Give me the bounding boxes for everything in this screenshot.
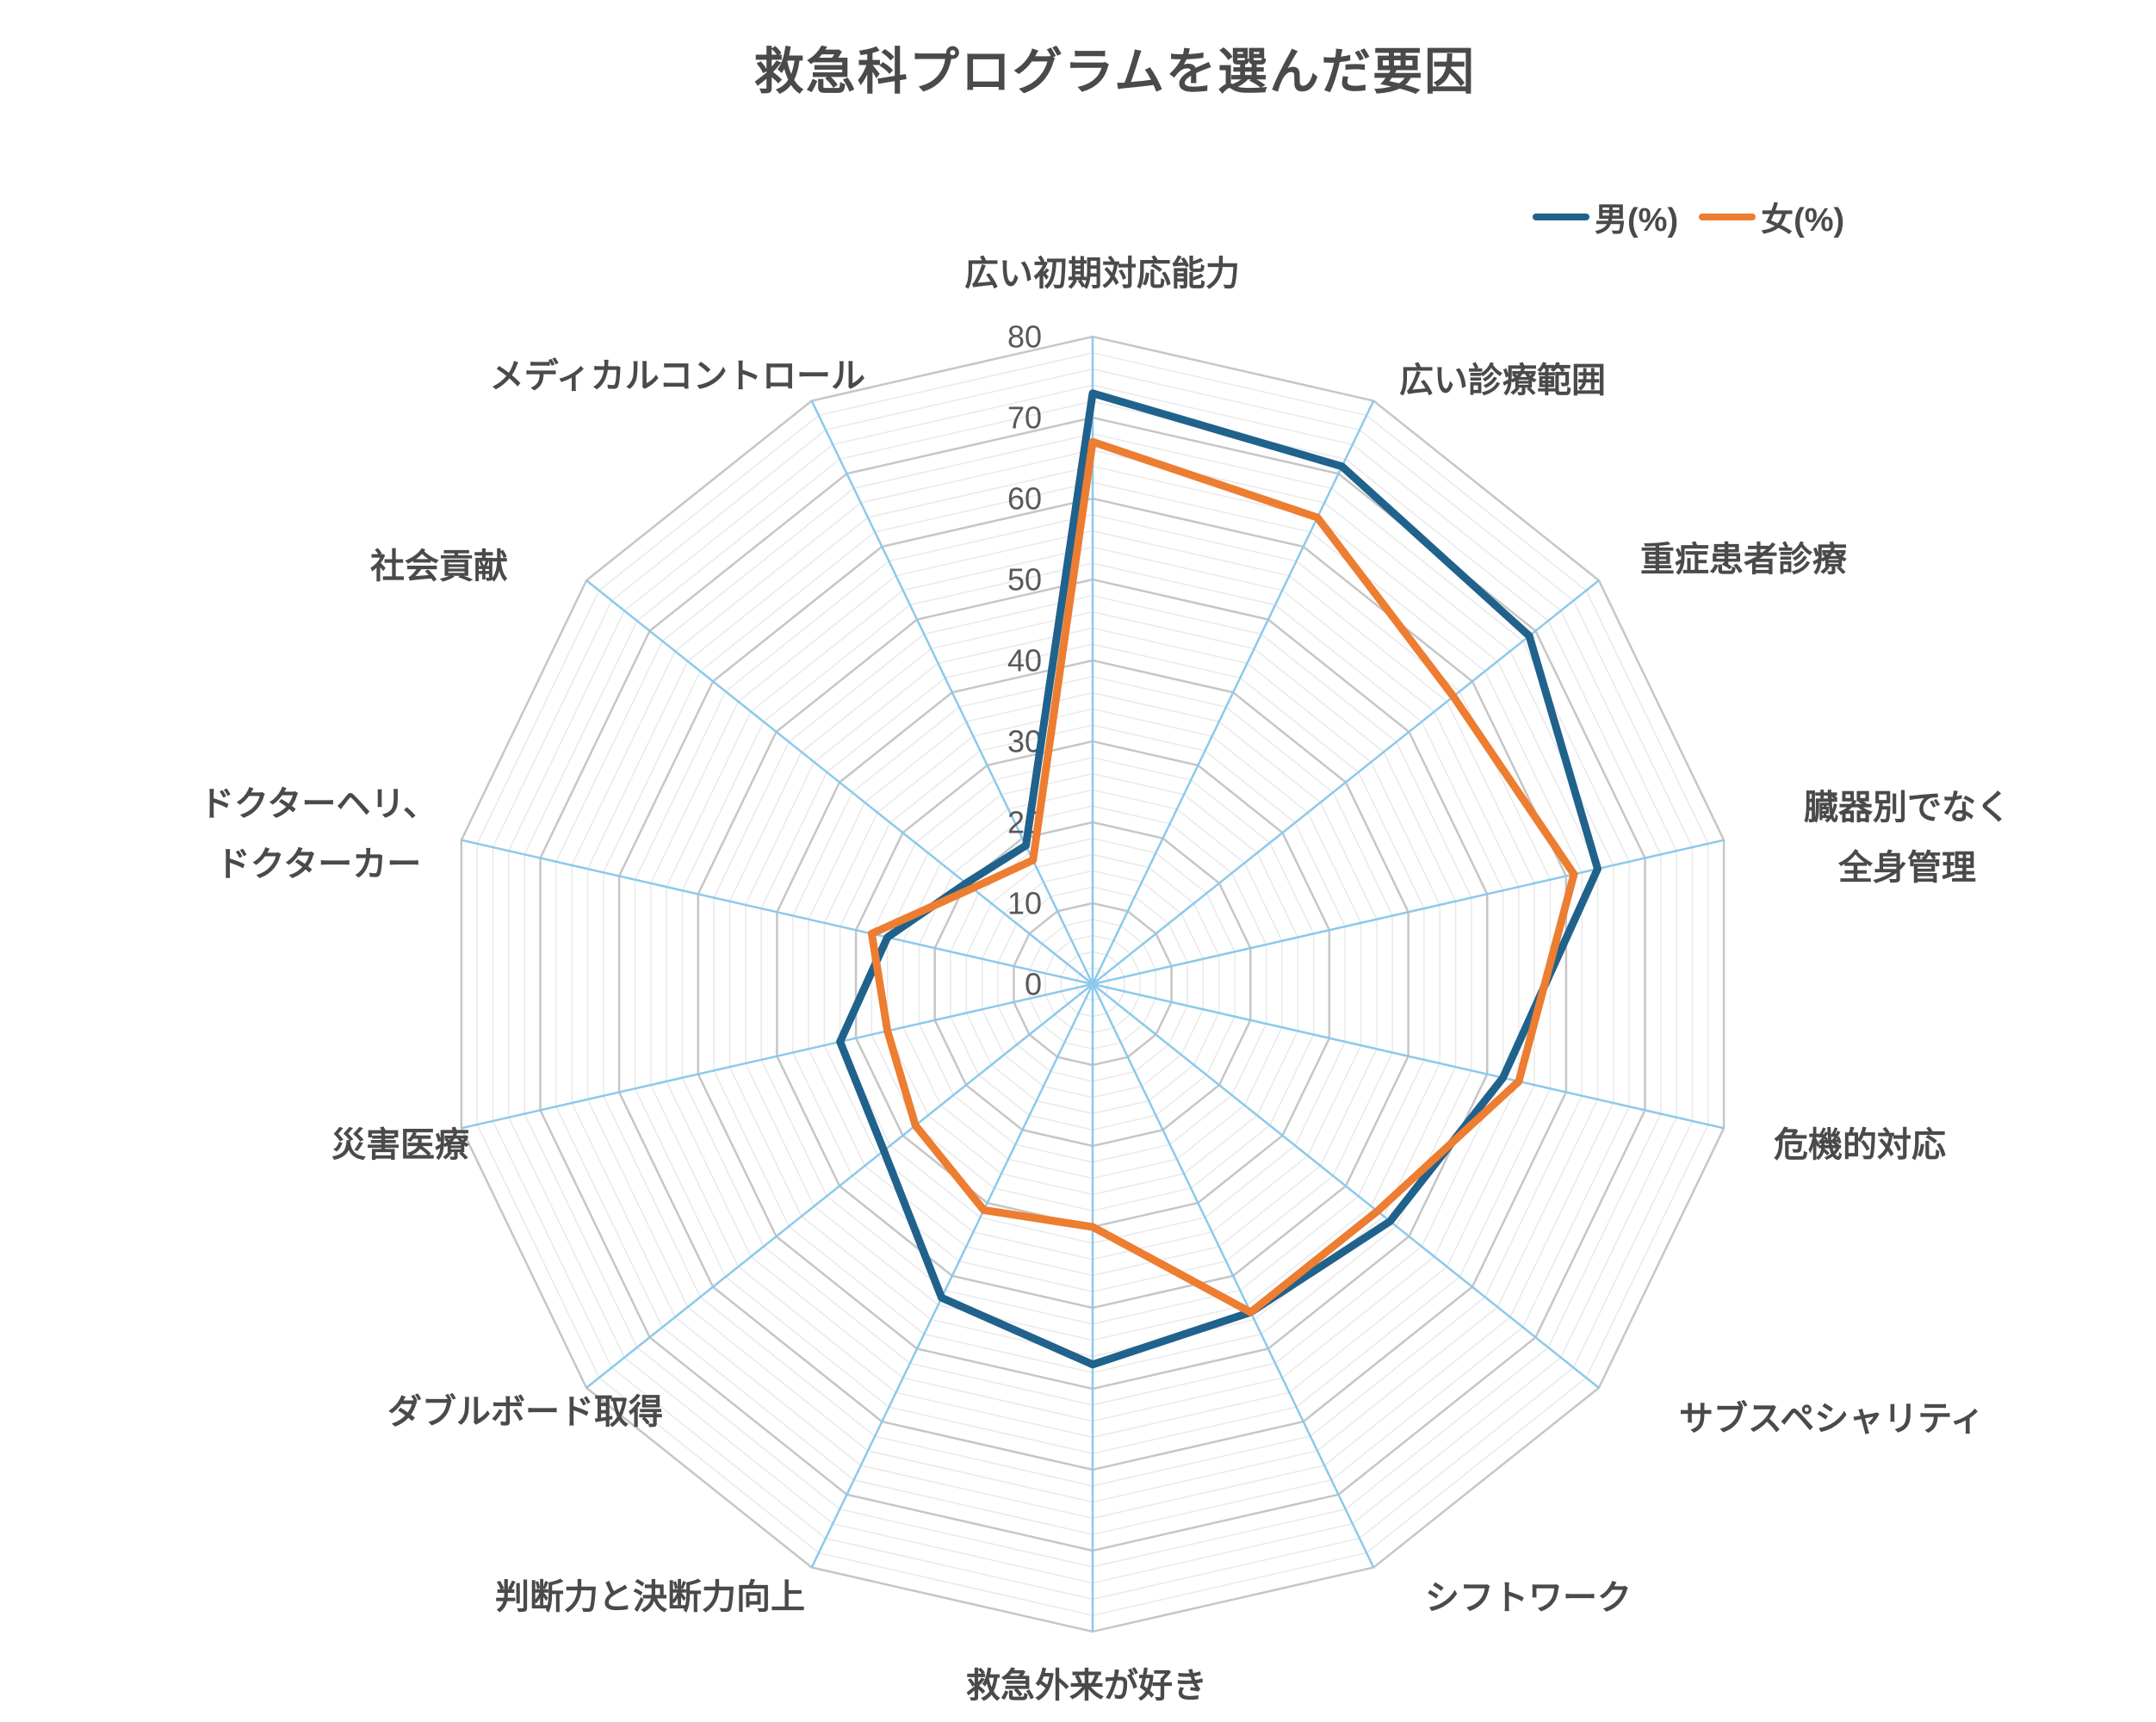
radial-tick-label: 40 — [1007, 643, 1042, 678]
radar-category-label: ダブルボード取得 — [387, 1392, 663, 1431]
radar-category-label: 臓器別でなく全身管理 — [1804, 789, 2010, 887]
radar-category-label: シフトワーク — [1425, 1579, 1632, 1617]
radial-tick-label: 80 — [1007, 319, 1042, 355]
radar-spoke — [1091, 400, 1375, 985]
chart-title: 救急科プログラムを選んだ要因 — [753, 44, 1477, 100]
radar-spoke — [461, 982, 1093, 1130]
radar-spoke — [1092, 983, 1600, 1389]
radar-category-label: 判断力と決断力向上 — [495, 1578, 805, 1616]
radar-category-label: ドクターヘリ、ドクターカー — [200, 785, 437, 883]
radar-spoke — [585, 579, 1093, 985]
radar-spoke — [1092, 982, 1725, 1130]
male-series-line — [836, 389, 1602, 1369]
radar-spoke — [1091, 983, 1375, 1569]
female-line-swatch — [1699, 213, 1756, 220]
legend-label-male: 男(%) — [1595, 202, 1679, 238]
legend: 男(%) 女(%) — [1533, 193, 1844, 240]
radar-category-label: 広い診療範囲 — [1399, 362, 1606, 400]
radar-spoke — [810, 400, 1094, 985]
radar-spoke — [1092, 839, 1725, 986]
radar-category-label: 救急外来が好き — [966, 1667, 1207, 1705]
legend-item-female: 女(%) — [1699, 193, 1844, 240]
legend-label-female: 女(%) — [1761, 202, 1845, 238]
radial-tick-label: 60 — [1007, 481, 1042, 517]
radar-spoke — [585, 983, 1093, 1389]
radial-tick-label: 10 — [1007, 886, 1042, 921]
radar-category-label: 広い初期対応能力 — [964, 255, 1240, 293]
radar-category-label: サブスペシャリティ — [1679, 1399, 1985, 1438]
radar-spoke — [461, 839, 1093, 986]
radar-category-label: 重症患者診療 — [1640, 541, 1848, 579]
radar-spoke — [810, 983, 1094, 1569]
radial-tick-label: 70 — [1007, 400, 1042, 436]
legend-item-male: 男(%) — [1533, 193, 1678, 240]
female-series-line — [867, 437, 1578, 1316]
radial-tick-label: 0 — [1025, 967, 1042, 1002]
radial-tick-label: 50 — [1007, 562, 1042, 598]
radar-category-label: 危機的対応 — [1774, 1126, 1946, 1164]
male-line-swatch — [1533, 213, 1589, 220]
radar-spoke — [1092, 579, 1600, 985]
radar-category-label: 災害医療 — [331, 1126, 470, 1164]
radar-category-label: メディカルコントロール — [490, 356, 865, 395]
radar-category-label: 社会貢献 — [370, 548, 508, 585]
